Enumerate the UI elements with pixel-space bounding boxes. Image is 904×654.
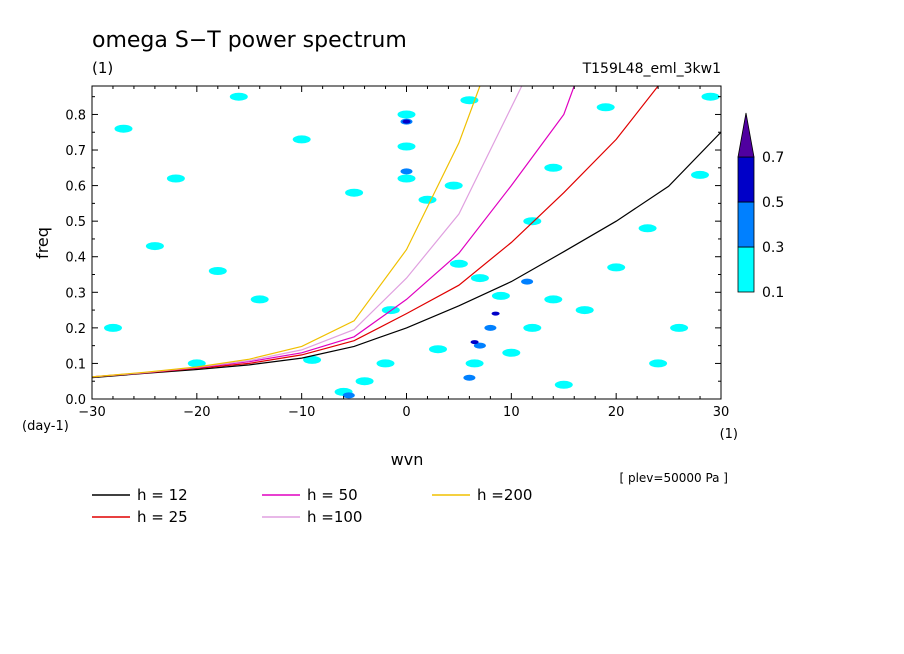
y-tick-label: 0.0: [65, 393, 86, 408]
contour-blob-03-41: [521, 278, 534, 285]
colorbar-segment-2: [737, 156, 755, 203]
x-tick-label: 30: [713, 405, 730, 420]
contour-blob-01-15: [523, 323, 542, 332]
x-axis-label: wvn: [391, 450, 424, 469]
y-tick-label: 0.6: [65, 180, 86, 195]
x-tick-label: 10: [503, 405, 520, 420]
contour-blob-01-35: [607, 263, 626, 272]
contour-blob-01-39: [187, 359, 206, 368]
title-units: (1): [92, 59, 113, 77]
contour-blob-01-19: [429, 345, 447, 354]
contour-blob-01-34: [397, 142, 416, 151]
contour-blob-01-29: [292, 135, 311, 144]
contour-blob-03-46: [342, 392, 355, 399]
contour-blob-01-11: [670, 323, 689, 332]
contour-blob-01-5: [449, 259, 468, 268]
contour-blob-01-27: [114, 124, 133, 133]
contour-blob-03-44: [400, 168, 413, 175]
colorbar-level-label: 0.1: [762, 285, 784, 301]
contour-blob-01-10: [638, 224, 657, 233]
contour-blob-01-25: [208, 267, 227, 275]
y-tick-label: 0.4: [65, 251, 86, 266]
contour-blob-01-23: [303, 355, 322, 364]
contour-blob-01-32: [397, 110, 416, 119]
contour-blob-03-45: [463, 374, 476, 381]
contour-blob-03-42: [473, 342, 486, 349]
contour-blob-01-36: [649, 359, 668, 368]
contour-blob-01-14: [491, 291, 510, 300]
contour-blob-01-24: [250, 295, 269, 304]
curve-h12: [92, 131, 721, 379]
legend-label-h12: h = 12: [137, 486, 188, 504]
contour-blob-01-31: [345, 188, 364, 197]
legend-label-h100: h =100: [307, 508, 362, 526]
y-axis-units: (day-1): [22, 419, 69, 434]
contour-blob-01-7: [544, 163, 563, 172]
contour-blob-01-18: [465, 359, 484, 368]
contour-blob-01-13: [701, 92, 720, 101]
colorbar-segment-1: [737, 201, 755, 248]
legend-label-h25: h = 25: [137, 508, 188, 526]
contour-blob-05-47: [491, 311, 500, 316]
curve-h25: [92, 86, 659, 378]
plot-frame: [91, 85, 722, 400]
y-tick-label: 0.8: [65, 108, 86, 123]
contour-blob-01-16: [544, 295, 563, 304]
axis-ticks: −30 −20 −10 0 10 20 30 0.0 0.1 0.2 0.3 0.4 0.5 0.6 0.7…: [65, 86, 729, 420]
y-tick-label: 0.1: [65, 357, 86, 372]
curve-h200: [92, 86, 481, 378]
colorbar-level-label: 0.7: [762, 150, 784, 166]
contour-blob-01-9: [596, 103, 615, 112]
contour-blob-01-20: [376, 359, 395, 368]
contour-blob-01-3: [444, 181, 463, 190]
contour-blob-01-37: [554, 380, 573, 389]
curve-h50: [92, 86, 575, 378]
colorbar-extend-triangle: [737, 112, 755, 158]
contour-blob-01-21: [355, 377, 374, 386]
contour-blob-01-8: [575, 306, 594, 315]
contour-blob-01-26: [145, 242, 164, 251]
x-tick-label: 0: [402, 405, 410, 420]
dispersion-curves: [92, 86, 721, 379]
contour-blob-01-4: [470, 274, 489, 283]
experiment-label: T159L48_eml_3kw1: [582, 61, 721, 77]
contour-blob-01-30: [229, 92, 248, 101]
contour-blob-01-33: [397, 174, 416, 183]
contour-blob-01-17: [502, 348, 521, 357]
x-tick-label: −30: [78, 405, 105, 420]
contour-fill-layer: [104, 92, 720, 399]
contour-blob-01-38: [104, 323, 122, 332]
x-tick-label: −20: [183, 405, 210, 420]
legend-label-h50: h = 50: [307, 486, 358, 504]
contour-blob-03-40: [484, 324, 497, 331]
y-tick-label: 0.2: [65, 322, 86, 337]
curve-h100: [92, 86, 523, 378]
y-axis-label: freq: [33, 227, 52, 259]
y-tick-label: 0.7: [65, 144, 86, 159]
colorbar: 0.1 0.3 0.5 0.7: [737, 112, 784, 301]
contour-blob-05-48: [470, 340, 479, 345]
contour-blob-01-12: [691, 170, 709, 179]
colorbar-level-label: 0.5: [762, 195, 784, 211]
plev-annotation: [ plev=50000 Pa ]: [619, 471, 728, 485]
x-tick-label: 20: [608, 405, 625, 420]
legend: h = 12 h = 25 h = 50 h =100 h =200: [92, 486, 532, 526]
contour-blob-01-0: [418, 195, 437, 204]
colorbar-segment-0: [737, 246, 755, 293]
legend-label-h200: h =200: [477, 486, 532, 504]
x-tick-label: −10: [288, 405, 315, 420]
y-tick-label: 0.5: [65, 215, 86, 230]
contour-blob-05-49: [402, 119, 411, 124]
contour-blob-01-6: [523, 217, 542, 226]
chart-title: omega S−T power spectrum: [92, 28, 407, 53]
colorbar-level-label: 0.3: [762, 240, 784, 256]
x-axis-units: (1): [720, 427, 738, 442]
y-tick-label: 0.3: [65, 286, 86, 301]
contour-blob-01-28: [166, 174, 185, 183]
